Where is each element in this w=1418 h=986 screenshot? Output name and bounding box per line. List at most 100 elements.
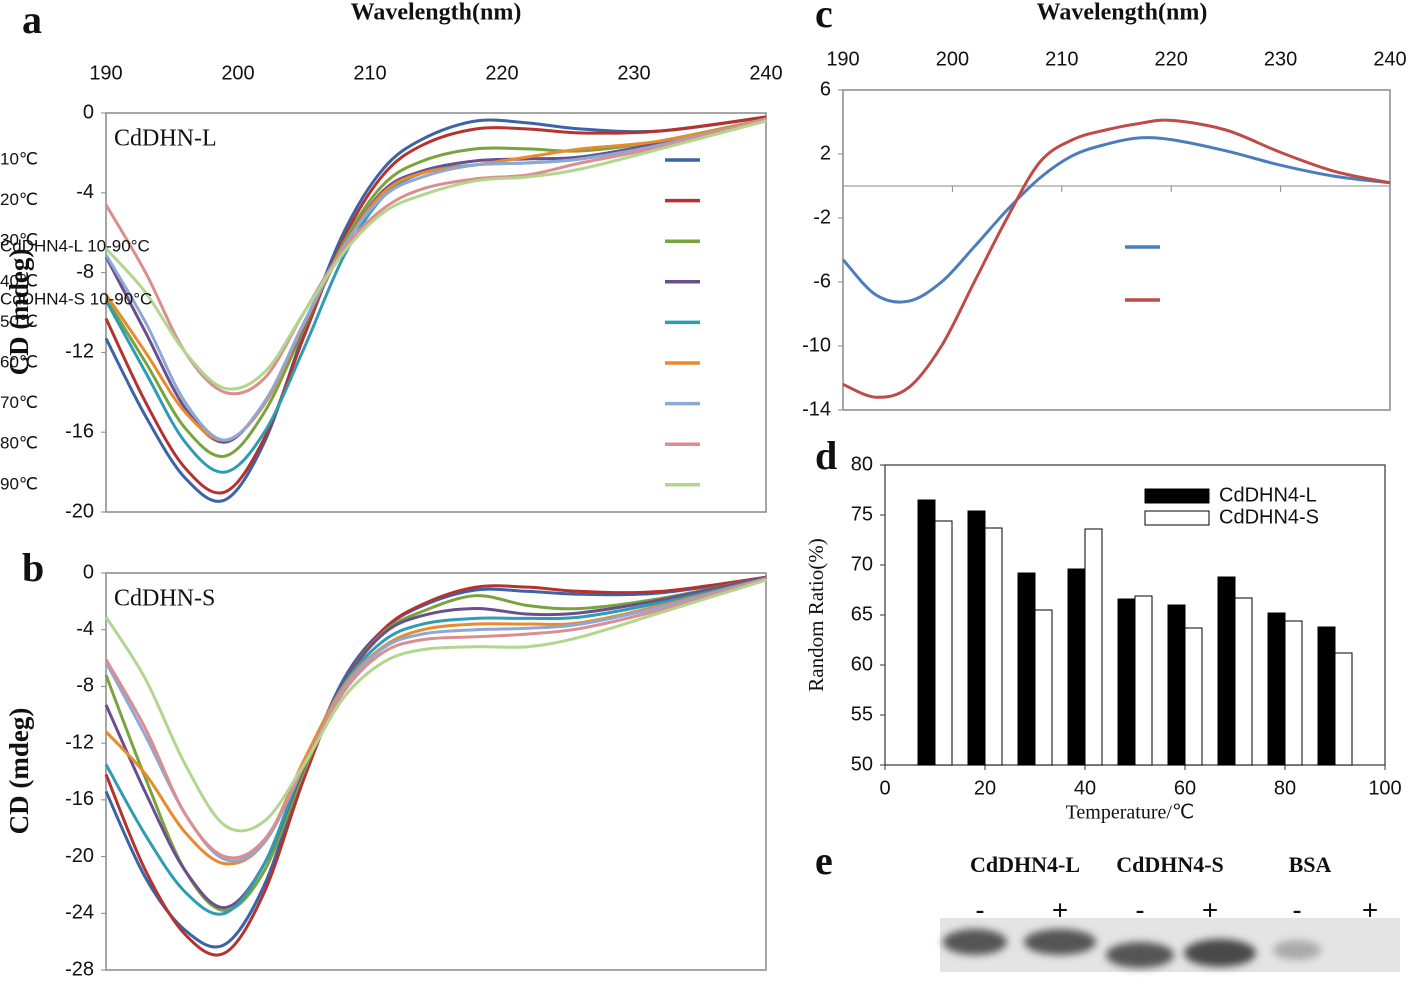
legend-swatch (1144, 510, 1210, 526)
treatment-sign: - (1135, 894, 1144, 925)
line (104, 578, 767, 833)
y-tick-label: 65 (851, 603, 873, 625)
line (104, 115, 767, 495)
line (104, 575, 767, 910)
line (842, 118, 1391, 399)
y-tick-label: 55 (851, 703, 873, 725)
x-tick-label: 100 (1368, 777, 1401, 799)
x-tick-label: 230 (1264, 48, 1297, 70)
y-tick-label: 0 (83, 101, 94, 123)
panel-letter: c (815, 0, 833, 36)
bar (1267, 612, 1286, 766)
y-tick-label: 80 (851, 453, 873, 475)
plot-frame (842, 89, 1391, 411)
bar (917, 499, 936, 766)
y-tick-label: 0 (83, 561, 94, 583)
y-tick-label: -8 (76, 261, 94, 283)
legend-label: CdDHN4-L 10-90°C (0, 236, 150, 255)
line (104, 119, 767, 391)
y-tick-label: -16 (65, 788, 94, 810)
y-tick-label: -10 (802, 334, 831, 356)
legend-label: CdDHN4-L (1219, 484, 1317, 506)
treatment-sign: - (975, 894, 984, 925)
lane-label: CdDHN4-S (1116, 852, 1224, 877)
x-tick-label: 210 (1045, 48, 1078, 70)
treatment-sign: + (1052, 894, 1068, 925)
bar (934, 520, 953, 766)
x-tick-label: 240 (749, 62, 782, 84)
line (104, 115, 767, 503)
y-tick-label: -2 (813, 206, 831, 228)
y-tick-label: -24 (65, 902, 94, 924)
treatment-sign: + (1202, 894, 1218, 925)
x-tick-label: 60 (1174, 777, 1196, 799)
x-tick-label: 210 (353, 62, 386, 84)
x-tick-label: 240 (1373, 48, 1406, 70)
x-tick-label: 230 (617, 62, 650, 84)
x-tick-label: 190 (89, 62, 122, 84)
y-tick-label: -14 (802, 398, 831, 420)
y-tick-label: -20 (65, 845, 94, 867)
bar (1117, 598, 1136, 766)
legend-label: 40℃ (0, 271, 38, 290)
legend-label: 10℃ (0, 149, 38, 168)
x-tick-label: 220 (1155, 48, 1188, 70)
y-tick-label: -12 (65, 341, 94, 363)
treatment-sign: + (1362, 894, 1378, 925)
inset-label: CdDHN-L (114, 126, 217, 152)
x-tick-label: 0 (879, 777, 890, 799)
x-tick-label: 200 (936, 48, 969, 70)
panel-letter: b (22, 545, 44, 590)
x-tick-label: 200 (221, 62, 254, 84)
legend-label: CdDHN4-S 10-90°C (0, 289, 152, 308)
line (104, 577, 767, 916)
y-axis-label: CD (mdeg) (4, 708, 34, 835)
bar (1067, 568, 1086, 766)
y-tick-label: -6 (813, 270, 831, 292)
x-tick-label: 40 (1074, 777, 1096, 799)
bar (967, 510, 986, 766)
plot-frame (105, 572, 767, 971)
panel-letter: e (815, 838, 833, 883)
bar (1034, 609, 1053, 766)
bar (1084, 528, 1103, 766)
legend-swatch (1144, 488, 1210, 504)
lane-label: CdDHN4-L (970, 852, 1080, 877)
y-tick-label: 75 (851, 503, 873, 525)
legend-label: CdDHN4-S (1219, 506, 1319, 528)
panel-letter: d (815, 433, 837, 478)
y-tick-label: -8 (76, 675, 94, 697)
y-tick-label: 50 (851, 753, 873, 775)
y-tick-label: -4 (76, 181, 94, 203)
x-tick-label: 190 (826, 48, 859, 70)
line (104, 575, 767, 949)
legend-label: 80℃ (0, 434, 38, 453)
y-axis-label: CD (mdeg) (4, 249, 34, 376)
line (104, 117, 767, 442)
bar (1234, 597, 1253, 766)
panel-letter: a (22, 0, 42, 42)
bar (984, 527, 1003, 766)
x-axis-label: Temperature/℃ (1066, 802, 1195, 824)
bar (1184, 627, 1203, 766)
inset-label: CdDHN-S (114, 586, 215, 612)
legend-label: 50℃ (0, 312, 38, 331)
x-tick-label: 80 (1274, 777, 1296, 799)
gel-background (940, 918, 1400, 972)
bar (1167, 604, 1186, 766)
y-tick-label: -4 (76, 618, 94, 640)
lane-label: BSA (1289, 852, 1332, 877)
y-tick-label: -16 (65, 420, 94, 442)
y-tick-label: -12 (65, 731, 94, 753)
line (104, 577, 767, 860)
x-tick-label: 220 (485, 62, 518, 84)
y-axis-label: Random Ratio(%) (804, 538, 828, 691)
bar (1284, 620, 1303, 766)
bar (1134, 595, 1153, 766)
legend-label: 60℃ (0, 352, 38, 371)
bar (1217, 576, 1236, 766)
bar (1334, 652, 1353, 766)
gel-bands (943, 929, 1321, 968)
